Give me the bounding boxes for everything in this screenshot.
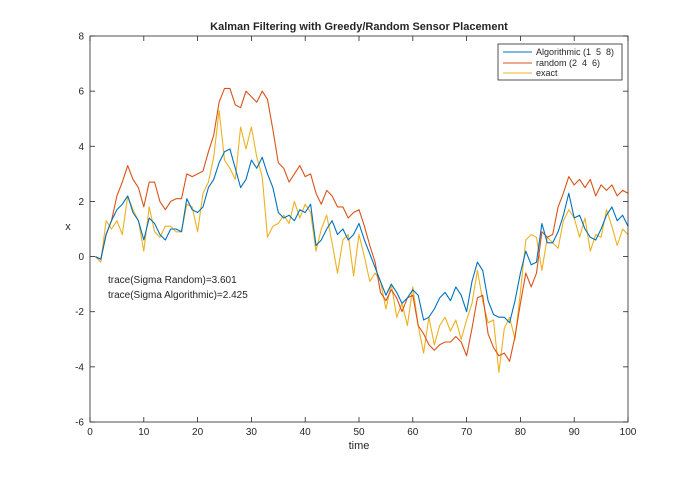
x-tick-label: 70 [461, 427, 473, 438]
y-tick-label: 8 [78, 32, 84, 43]
y-tick-label: 2 [78, 197, 84, 208]
x-tick-label: 100 [620, 427, 637, 438]
x-tick-label: 20 [192, 427, 204, 438]
x-tick-label: 60 [407, 427, 419, 438]
y-tick-label: 6 [78, 87, 84, 98]
series-layer [95, 87, 629, 373]
y-tick-label: -6 [75, 418, 84, 429]
legend-label-algorithmic: Algorithmic (1 5 8) [536, 47, 614, 57]
y-tick-label: 4 [78, 142, 84, 153]
series-line-random [95, 87, 629, 362]
annotation-trace-algorithmic: trace(Sigma Algorithmic)=2.425 [108, 290, 248, 301]
x-axis-label: time [349, 440, 370, 452]
plot-area-background [90, 36, 628, 422]
x-tick-label: 80 [515, 427, 527, 438]
y-axis-label: x [65, 221, 71, 233]
y-tick-label: 0 [78, 252, 84, 263]
x-tick-label: 90 [569, 427, 581, 438]
tick-layer: 0 10 20 30 40 50 60 70 80 90 100 -6 -4 -2 0 2 4 6 8 [75, 32, 637, 439]
y-tick-label: -2 [75, 307, 84, 318]
series-line-algorithmic [95, 148, 629, 324]
x-tick-label: 30 [246, 427, 258, 438]
annotation-trace-random: trace(Sigma Random)=3.601 [108, 275, 237, 286]
legend: Algorithmic (1 5 8) random (2 4 6) exact [497, 43, 623, 81]
legend-label-random: random (2 4 6) [536, 58, 600, 68]
legend-label-exact: exact [536, 68, 558, 78]
x-tick-label: 40 [300, 427, 312, 438]
y-tick-label: -4 [75, 362, 84, 373]
x-tick-label: 10 [138, 427, 150, 438]
legend-box [497, 43, 623, 81]
chart-title: Kalman Filtering with Greedy/Random Sens… [210, 21, 508, 33]
x-tick-label: 50 [353, 427, 365, 438]
x-tick-label: 0 [87, 427, 93, 438]
